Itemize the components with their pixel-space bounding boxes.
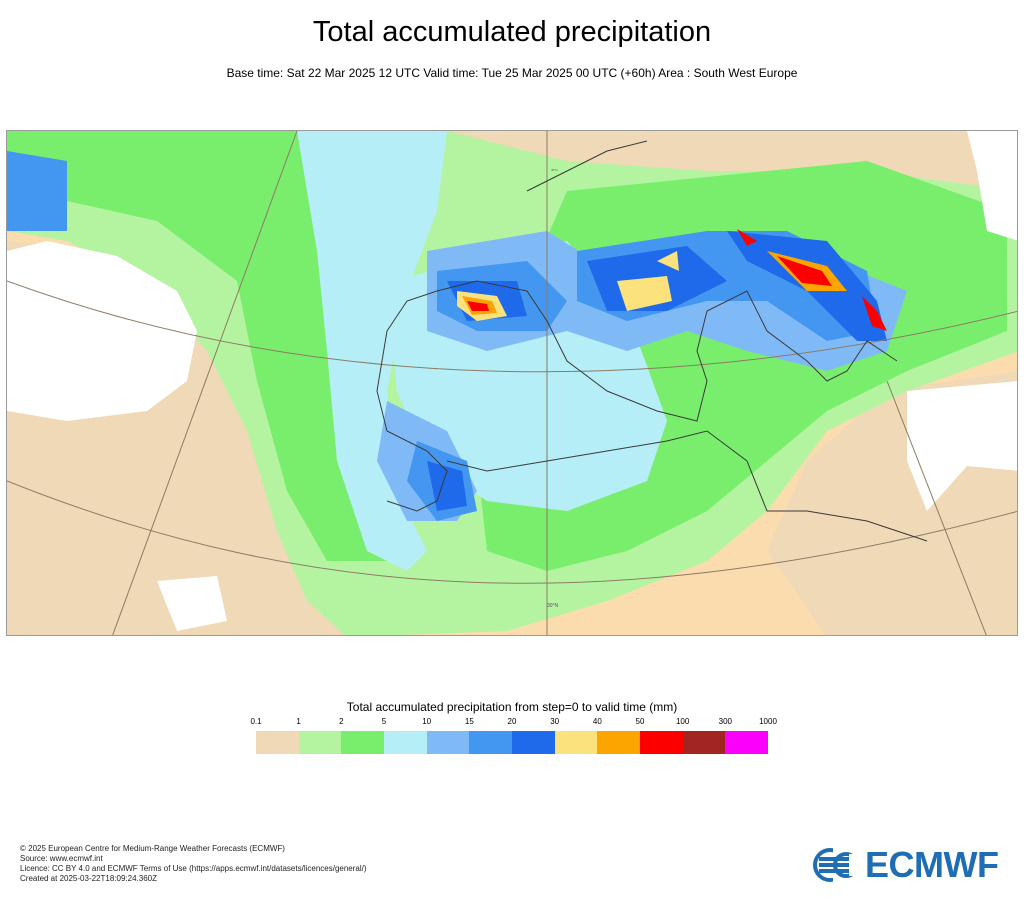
no-data-area-ne (967, 131, 1017, 241)
legend-swatch (256, 731, 299, 754)
legend-swatch (682, 731, 726, 754)
legend-tick-label: 40 (592, 717, 602, 726)
coastline (526, 140, 648, 192)
footer-credits: © 2025 European Centre for Medium-Range … (20, 844, 367, 884)
coastline (386, 280, 898, 422)
legend-tick-label: 1 (296, 717, 301, 726)
legend-swatch (725, 731, 769, 754)
legend-tick-label: 20 (507, 717, 517, 726)
legend-tick-label: 30 (550, 717, 560, 726)
coastline (446, 430, 928, 542)
precip-yellow-3 (657, 251, 679, 271)
precip-green (7, 131, 407, 561)
legend-swatch (341, 731, 385, 754)
legend-swatch (512, 731, 555, 754)
map-subtitle: Base time: Sat 22 Mar 2025 12 UTC Valid … (226, 66, 798, 80)
precip-mid-blue-nw (7, 151, 67, 231)
legend-ticks: 0.1 1 2 5 10 15 20 30 40 50 100 300 1000 (250, 717, 776, 729)
legend-tick-label: 100 (675, 717, 690, 726)
no-data-area-west (7, 241, 197, 421)
legend-swatch (597, 731, 641, 754)
latitude-label: 30°N (547, 603, 559, 609)
legend-title: Total accumulated precipitation from ste… (346, 700, 678, 714)
legend-swatch (469, 731, 513, 754)
precip-pale-blue (297, 131, 447, 571)
legend-tick-label: 10 (422, 717, 432, 726)
legend-tick-label: 15 (464, 717, 474, 726)
meridian-label: 30°N (551, 168, 558, 172)
footer-licence: Licence: CC BY 4.0 and ECMWF Terms of Us… (20, 864, 367, 873)
precip-yellow-2 (617, 276, 672, 311)
no-data-area-islands (157, 576, 227, 631)
ecmwf-logo-text: ECMWF (865, 844, 999, 885)
graticule-line (7, 280, 1017, 373)
legend-swatch (554, 731, 598, 754)
footer-copyright: © 2025 European Centre for Medium-Range … (20, 844, 285, 853)
legend-swatch (426, 731, 470, 754)
legend-tick-label: 1000 (759, 717, 777, 726)
precip-red-4 (862, 296, 887, 331)
legend-tick-label: 300 (718, 717, 733, 726)
precip-red-1 (467, 301, 489, 311)
legend-color-bar (256, 731, 769, 754)
legend-tick-label: 2 (339, 717, 344, 726)
precip-red-2 (777, 256, 832, 286)
legend-tick-label: 5 (381, 717, 387, 726)
ecmwf-logo[interactable]: ECMWF (813, 844, 1009, 885)
graticule-line (886, 380, 987, 635)
footer-created: Created at 2025-03-22T18:09:24.360Z (20, 874, 157, 883)
ecmwf-logo-icon (813, 848, 861, 882)
legend-tick-label: 50 (635, 717, 645, 726)
legend-swatch (640, 731, 683, 754)
graticule-line (7, 480, 1017, 584)
precip-red-3 (737, 229, 757, 246)
precipitation-map[interactable]: 30°N 30°N (6, 130, 1018, 636)
legend-tick-label: 0.1 (250, 717, 262, 726)
precip-dark-blue-4 (427, 461, 467, 511)
coastline (376, 330, 448, 512)
map-canvas: 30°N 30°N (7, 131, 1017, 635)
legend-swatch (298, 731, 342, 754)
graticule-line (112, 131, 298, 635)
legend-swatch (384, 731, 427, 754)
map-title: Total accumulated precipitation (312, 16, 712, 48)
footer-source: Source: www.ecmwf.int (20, 854, 103, 863)
no-data-area-east (907, 381, 1017, 511)
